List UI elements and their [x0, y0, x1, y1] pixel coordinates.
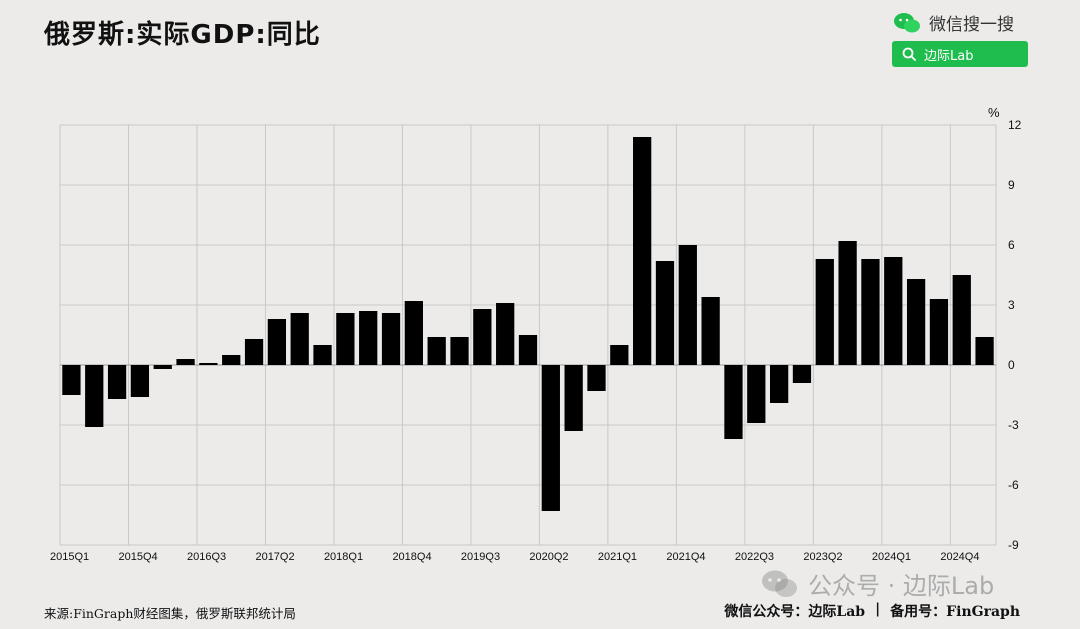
bar-2017Q1	[244, 339, 264, 365]
x-tick-label: 2024Q1	[872, 551, 911, 563]
bar-2025Q1	[975, 337, 994, 365]
wechat-search-text: 微信搜一搜	[929, 15, 1014, 35]
bar-2019Q4	[496, 303, 515, 365]
bar-2022Q2	[724, 365, 743, 439]
search-button-label: 边际Lab	[924, 48, 974, 64]
x-tick-label: 2018Q4	[392, 551, 431, 563]
bar-2020Q4	[587, 365, 606, 391]
bar-2016Q1	[153, 365, 172, 369]
wechat-search-header[interactable]: 微信搜一搜	[893, 10, 1014, 35]
y-tick-label: 0	[1008, 358, 1015, 372]
y-tick-label: -6	[1008, 478, 1019, 492]
x-tick-label: 2015Q1	[50, 551, 89, 563]
x-tick-label: 2018Q1	[324, 551, 363, 563]
bar-2018Q2	[359, 311, 378, 365]
search-icon	[902, 47, 916, 61]
wechat-watermark-icon	[762, 570, 797, 597]
y-tick-label: 6	[1008, 238, 1015, 252]
bar-2017Q2	[267, 319, 287, 365]
x-tick-label: 2021Q4	[666, 551, 705, 563]
bar-2015Q2	[85, 365, 104, 427]
labels-layer: -9 -6 -3 0 3 6 9 12% 2015Q1 2015Q4 2016Q3 2017Q2 201…	[50, 105, 1022, 563]
bar-2022Q3	[747, 365, 766, 423]
y-tick-label: -9	[1008, 538, 1019, 552]
x-tick-label: 2019Q3	[461, 551, 500, 563]
bar-2021Q3	[655, 261, 675, 365]
bar-2016Q3	[199, 363, 218, 365]
y-tick-label: -3	[1008, 418, 1019, 432]
bar-2024Q1	[884, 257, 903, 365]
bar-2018Q3	[381, 313, 401, 365]
x-tick-label: 2017Q2	[255, 551, 294, 563]
bar-2019Q2	[450, 337, 469, 365]
bar-2018Q1	[336, 313, 355, 365]
bar-2024Q4	[952, 275, 971, 365]
bar-2023Q1	[792, 365, 812, 383]
footer-backup: 备用号：FinGraph	[890, 604, 1020, 620]
bar-2018Q4	[404, 301, 423, 365]
bar-2020Q2	[541, 365, 560, 511]
bar-2015Q4	[130, 365, 150, 397]
footer-divider: |	[875, 601, 881, 617]
bar-2021Q4	[678, 245, 697, 365]
bar-2015Q3	[107, 365, 127, 399]
y-unit-label: %	[988, 105, 1000, 120]
bar-2022Q4	[769, 365, 789, 403]
bar-2023Q2	[815, 259, 834, 365]
y-tick-label: 9	[1008, 178, 1015, 192]
bar-chart: -9 -6 -3 0 3 6 9 12% 2015Q1 2015Q4 2016Q3 2017Q2 201…	[50, 105, 1022, 563]
bar-2019Q1	[427, 337, 446, 365]
search-account-button[interactable]: 边际Lab	[892, 41, 1028, 67]
wechat-icon	[894, 12, 920, 32]
bar-2016Q2	[176, 359, 195, 365]
bar-2017Q4	[313, 345, 332, 365]
source-note: 来源:FinGraph财经图集，俄罗斯联邦统计局	[44, 606, 296, 621]
x-tick-label: 2016Q3	[187, 551, 226, 563]
page-title: 俄罗斯:实际GDP:同比	[44, 20, 321, 50]
bars-layer	[62, 137, 994, 511]
bar-2020Q1	[518, 335, 538, 365]
bar-2019Q3	[473, 309, 492, 365]
bar-2015Q1	[62, 365, 81, 395]
watermark: 公众号 · 边际Lab	[760, 566, 994, 601]
bar-2020Q3	[564, 365, 583, 431]
watermark-text: 公众号 · 边际Lab	[808, 572, 995, 600]
y-tick-label: 12	[1008, 118, 1022, 132]
bar-2024Q2	[906, 279, 926, 365]
x-tick-label: 2024Q4	[940, 551, 979, 563]
bar-2017Q3	[290, 313, 309, 365]
x-tick-label: 2015Q4	[118, 551, 157, 563]
footer-credits: 微信公众号：边际Lab | 备用号：FinGraph	[724, 601, 1020, 621]
bar-2024Q3	[929, 299, 949, 365]
bar-2022Q1	[701, 297, 720, 365]
y-tick-label: 3	[1008, 298, 1015, 312]
bar-2016Q4	[222, 355, 241, 365]
footer-account: 微信公众号：边际Lab	[724, 604, 866, 620]
x-tick-label: 2020Q2	[529, 551, 568, 563]
bar-2021Q1	[610, 345, 629, 365]
bar-2021Q2	[633, 137, 652, 365]
bar-2023Q4	[861, 259, 880, 365]
x-tick-label: 2022Q3	[735, 551, 774, 563]
x-tick-label: 2023Q2	[803, 551, 842, 563]
bar-2023Q3	[838, 241, 857, 365]
x-tick-label: 2021Q1	[598, 551, 637, 563]
